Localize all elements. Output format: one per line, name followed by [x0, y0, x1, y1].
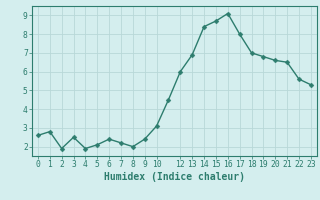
X-axis label: Humidex (Indice chaleur): Humidex (Indice chaleur): [104, 172, 245, 182]
